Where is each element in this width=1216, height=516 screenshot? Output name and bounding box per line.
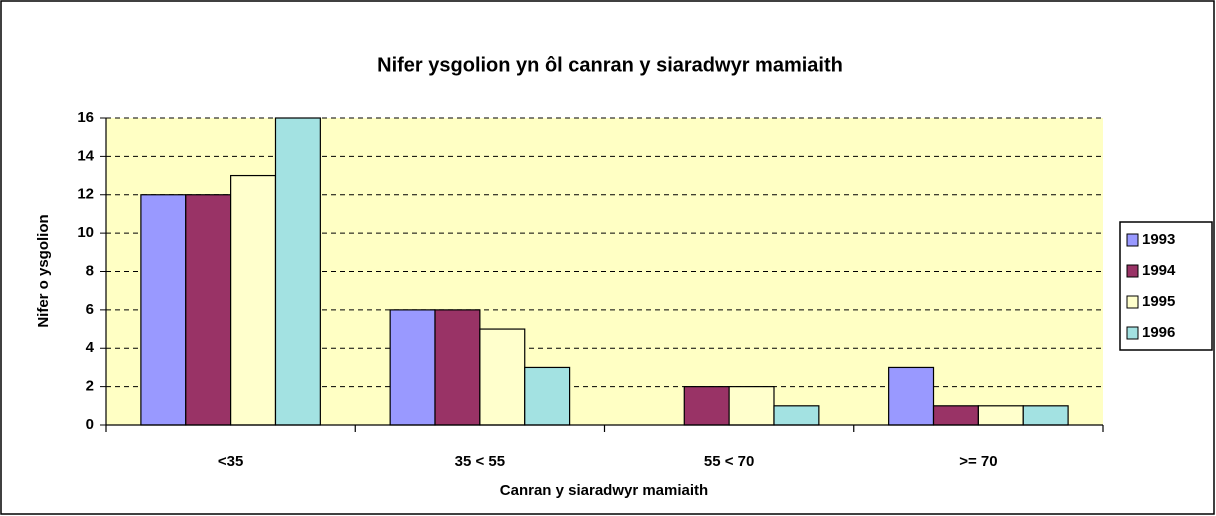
bar bbox=[389, 309, 436, 426]
bar bbox=[683, 386, 730, 426]
legend-label: 1994 bbox=[1142, 262, 1176, 279]
legend-swatch bbox=[1126, 295, 1139, 309]
bar bbox=[728, 386, 775, 426]
y-tick-label: 2 bbox=[86, 378, 94, 395]
y-tick-label: 14 bbox=[77, 147, 94, 164]
legend-swatch bbox=[1126, 264, 1139, 278]
bar bbox=[977, 405, 1024, 426]
bar bbox=[1022, 405, 1069, 426]
y-tick-label: 4 bbox=[86, 339, 95, 356]
bar bbox=[434, 309, 481, 426]
legend-swatch bbox=[1126, 233, 1139, 247]
bar bbox=[274, 117, 321, 426]
y-tick-label: 10 bbox=[77, 224, 94, 241]
chart-title: Nifer ysgolion yn ôl canran y siaradwyr … bbox=[377, 54, 843, 76]
legend-swatch bbox=[1126, 326, 1139, 340]
x-tick-label: >= 70 bbox=[959, 453, 997, 470]
y-tick-label: 8 bbox=[86, 262, 94, 279]
bar bbox=[185, 194, 232, 426]
y-axis-title: Nifer o ysgolion bbox=[35, 214, 52, 327]
x-axis-title: Canran y siaradwyr mamiaith bbox=[500, 482, 708, 499]
legend-label: 1993 bbox=[1142, 231, 1175, 248]
y-tick-label: 16 bbox=[77, 109, 94, 126]
legend-label: 1995 bbox=[1142, 293, 1175, 310]
y-tick-label: 6 bbox=[86, 301, 94, 318]
x-tick-label: <35 bbox=[218, 453, 243, 470]
bar bbox=[479, 328, 526, 426]
legend-label: 1996 bbox=[1142, 324, 1175, 341]
x-tick-label: 55 < 70 bbox=[704, 453, 754, 470]
bar bbox=[932, 405, 979, 426]
bar bbox=[140, 194, 187, 426]
bar bbox=[888, 366, 935, 426]
y-tick-label: 12 bbox=[77, 186, 94, 203]
y-tick-label: 0 bbox=[86, 416, 94, 433]
bar bbox=[773, 405, 820, 426]
x-tick-label: 35 < 55 bbox=[455, 453, 505, 470]
bar bbox=[524, 366, 571, 426]
bar bbox=[230, 174, 277, 426]
